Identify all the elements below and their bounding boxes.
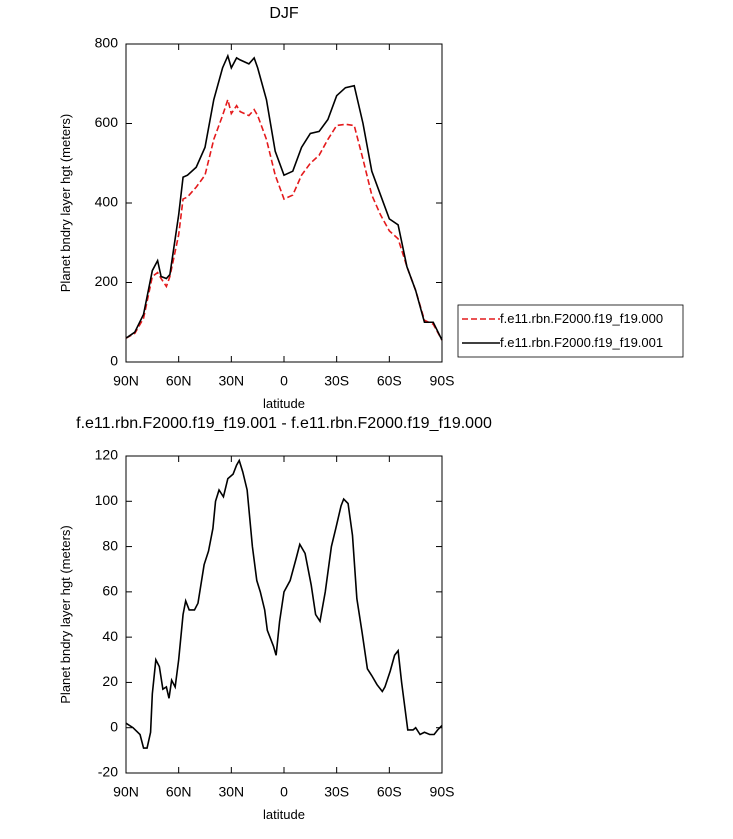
x-tick-label: 90N	[113, 373, 139, 389]
plot-frame	[125, 455, 443, 774]
x-tick-label: 60N	[166, 784, 192, 800]
x-axis-label: latitude	[263, 396, 305, 411]
x-tick-label: 0	[280, 373, 288, 389]
y-tick-label: 20	[102, 673, 118, 689]
x-axis-label: latitude	[263, 807, 305, 822]
y-tick-label: 200	[95, 273, 119, 289]
legend-box	[457, 304, 684, 358]
x-tick-label: 30N	[218, 784, 244, 800]
series-line	[125, 53, 443, 341]
series-line	[125, 458, 443, 749]
y-axis-label: Planet bndry layer hgt (meters)	[58, 525, 73, 703]
x-tick-label: 90N	[113, 784, 139, 800]
x-tick-label: 60N	[166, 373, 192, 389]
y-tick-label: 80	[102, 537, 118, 553]
x-tick-label: 90S	[430, 784, 455, 800]
x-tick-label: 60S	[377, 784, 402, 800]
y-tick-label: 60	[102, 583, 118, 599]
chart-title: DJF	[269, 5, 299, 22]
x-tick-label: 60S	[377, 373, 402, 389]
y-tick-label: 800	[95, 35, 119, 51]
chart-title: f.e11.rbn.F2000.f19_f19.001 - f.e11.rbn.…	[76, 415, 492, 432]
legend-label: f.e11.rbn.F2000.f19_f19.000	[500, 311, 663, 326]
y-tick-label: 0	[110, 718, 118, 734]
x-tick-label: 30S	[324, 784, 349, 800]
y-tick-label: 120	[95, 447, 119, 463]
y-tick-label: 400	[95, 194, 119, 210]
legend-label: f.e11.rbn.F2000.f19_f19.001	[500, 335, 663, 350]
y-tick-label: -20	[98, 764, 118, 780]
plot-frame	[125, 43, 443, 363]
y-tick-label: 600	[95, 114, 119, 130]
x-tick-label: 30S	[324, 373, 349, 389]
y-axis-label: Planet bndry layer hgt (meters)	[58, 114, 73, 292]
y-tick-label: 0	[110, 353, 118, 369]
x-tick-label: 30N	[218, 373, 244, 389]
x-tick-label: 90S	[430, 373, 455, 389]
x-tick-label: 0	[280, 784, 288, 800]
y-tick-label: 100	[95, 492, 119, 508]
series-line	[125, 96, 443, 341]
y-tick-label: 40	[102, 628, 118, 644]
